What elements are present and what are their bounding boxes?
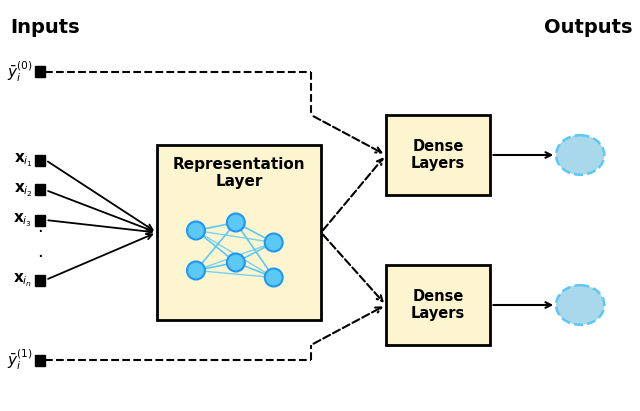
Text: $\mathbf{x}_{i_1}$: $\mathbf{x}_{i_1}$ xyxy=(13,151,33,169)
Bar xyxy=(35,185,45,196)
Circle shape xyxy=(187,222,205,240)
Text: $\mathbf{x}_{i_n}$: $\mathbf{x}_{i_n}$ xyxy=(13,271,33,289)
Text: Outputs: Outputs xyxy=(543,18,632,37)
Text: $\bar{y}_i^{(0)}$: $\bar{y}_i^{(0)}$ xyxy=(7,60,33,84)
Text: Representation
Layer: Representation Layer xyxy=(173,157,305,189)
Text: Dense
Layers: Dense Layers xyxy=(411,289,465,321)
Ellipse shape xyxy=(556,135,604,175)
Bar xyxy=(35,215,45,226)
Bar xyxy=(35,155,45,166)
Circle shape xyxy=(227,254,245,272)
Circle shape xyxy=(227,213,245,231)
Text: $\bar{y}_i^{(1)}$: $\bar{y}_i^{(1)}$ xyxy=(7,348,33,372)
Text: Inputs: Inputs xyxy=(10,18,80,37)
Text: Dense
Layers: Dense Layers xyxy=(411,139,465,171)
Bar xyxy=(35,355,45,365)
Text: .
.
.: . . . xyxy=(37,218,43,286)
Circle shape xyxy=(187,261,205,279)
FancyBboxPatch shape xyxy=(386,265,490,345)
Circle shape xyxy=(265,233,283,252)
Circle shape xyxy=(265,268,283,286)
Ellipse shape xyxy=(556,285,604,325)
Bar xyxy=(35,67,45,78)
Text: $\mathbf{x}_{i_3}$: $\mathbf{x}_{i_3}$ xyxy=(13,211,33,229)
FancyBboxPatch shape xyxy=(157,145,321,320)
Text: $\mathbf{x}_{i_2}$: $\mathbf{x}_{i_2}$ xyxy=(13,181,33,199)
Bar xyxy=(35,275,45,286)
FancyBboxPatch shape xyxy=(386,115,490,195)
